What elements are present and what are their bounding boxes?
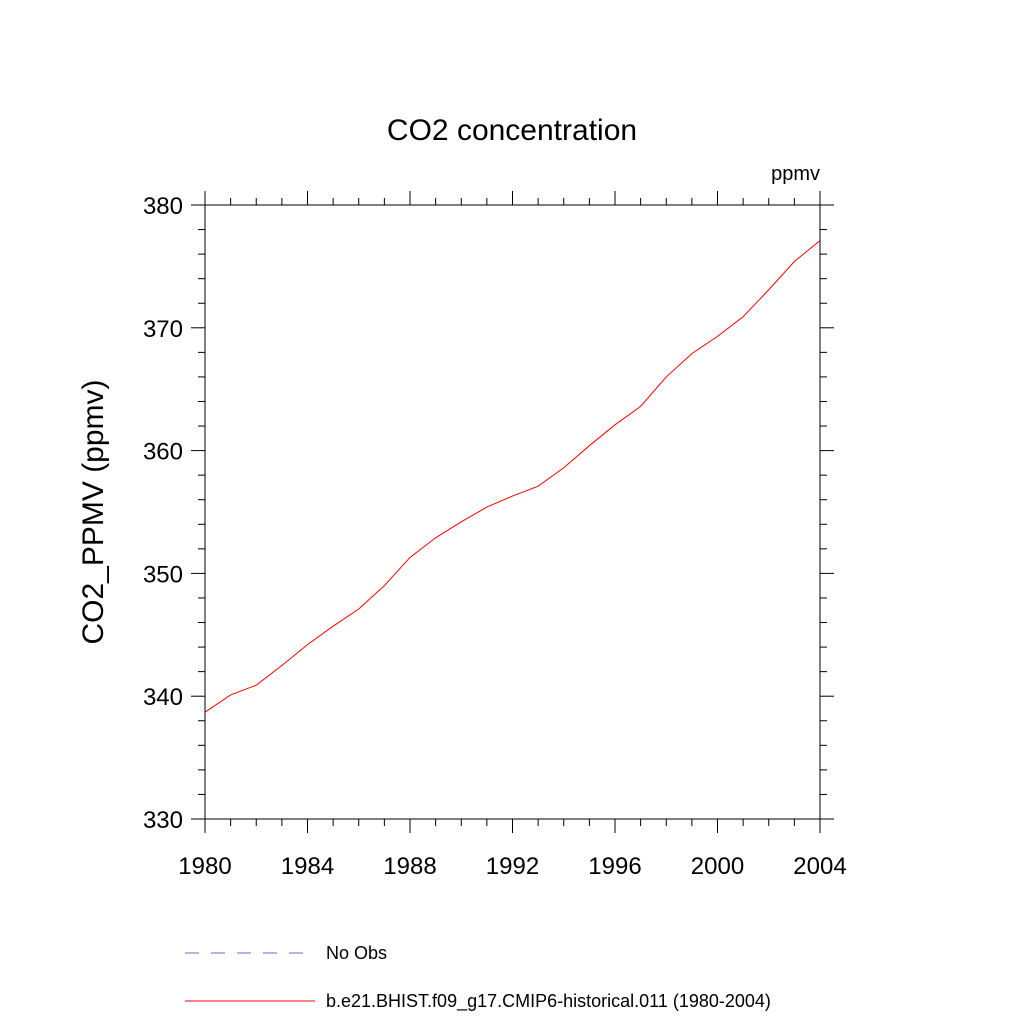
x-tick-label: 2000 [691, 853, 744, 880]
x-tick-label: 1996 [588, 853, 641, 880]
y-axis-label: CO2_PPMV (ppmv) [77, 379, 110, 644]
y-tick-label: 340 [143, 684, 183, 711]
x-tick-label: 1988 [383, 853, 436, 880]
x-tick-label: 1984 [281, 853, 334, 880]
y-tick-label: 350 [143, 561, 183, 588]
plot-frame [204, 204, 821, 820]
y-tick-label: 380 [143, 193, 183, 220]
series-lines [204, 240, 821, 713]
y-tick-label: 360 [143, 439, 183, 466]
x-tick-labels: 1980 1984 1988 1992 1996 2000 2004 [178, 853, 846, 880]
x-tick-label: 1992 [486, 853, 539, 880]
legend: No Obs b.e21.BHIST.f09_g17.CMIP6-histori… [185, 943, 771, 1012]
y-tick-labels: 330 340 350 360 370 380 [143, 193, 183, 834]
series-line-1 [204, 240, 821, 713]
legend-label-model: b.e21.BHIST.f09_g17.CMIP6-historical.011… [326, 991, 771, 1012]
legend-label-no-obs: No Obs [326, 943, 387, 963]
units-label: ppmv [771, 163, 820, 185]
x-tick-label: 2004 [793, 853, 846, 880]
tick-marks [191, 191, 834, 833]
x-tick-label: 1980 [178, 853, 231, 880]
y-tick-label: 330 [143, 807, 183, 834]
chart-title: CO2 concentration [387, 114, 637, 147]
y-tick-label: 370 [143, 316, 183, 343]
